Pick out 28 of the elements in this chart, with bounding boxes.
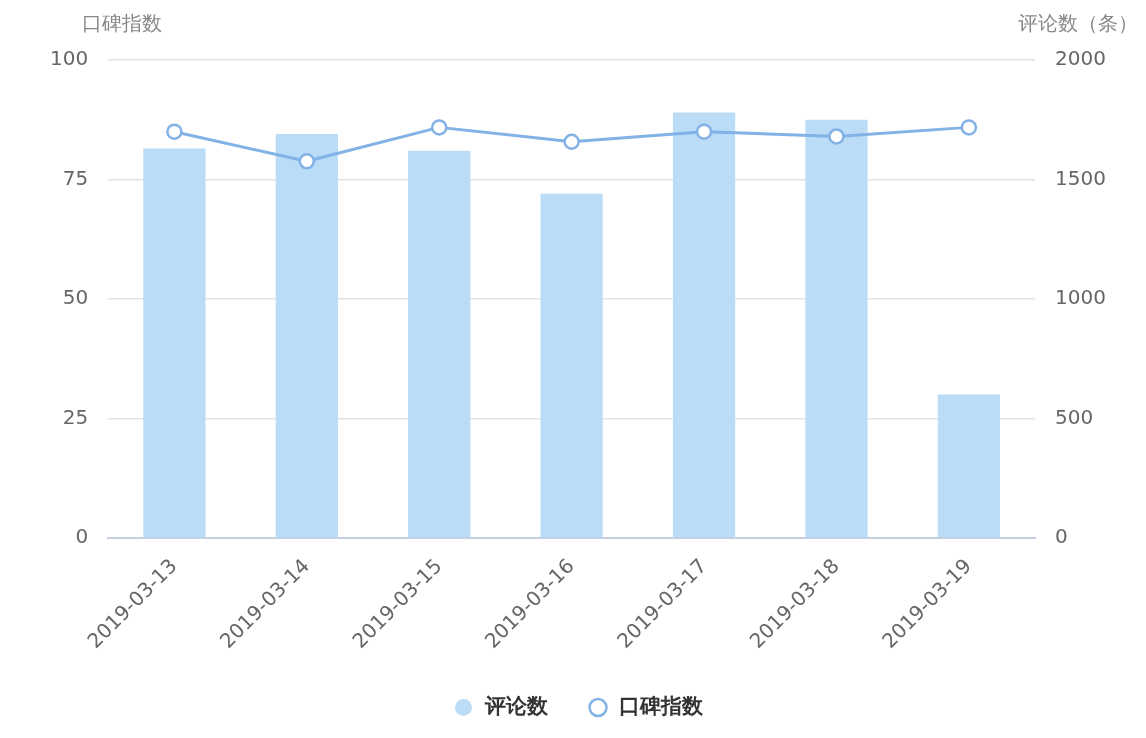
y2-tick-label: 2000 bbox=[1055, 46, 1107, 71]
bar bbox=[408, 150, 471, 538]
legend-label: 评论数 bbox=[483, 693, 549, 718]
point bbox=[828, 128, 845, 145]
bar bbox=[143, 148, 206, 538]
y2-tick-label: 500 bbox=[1055, 404, 1094, 429]
point bbox=[563, 133, 580, 150]
y2-axis-title: 评论数（条） bbox=[1018, 11, 1138, 36]
y2-tick-label: 0 bbox=[1055, 524, 1068, 549]
bar bbox=[540, 193, 603, 538]
y-tick-label: 50 bbox=[62, 285, 89, 310]
bar bbox=[937, 394, 1001, 538]
y-axis-title: 口碑指数 bbox=[82, 11, 162, 36]
y-tick-label: 75 bbox=[62, 165, 89, 190]
point bbox=[430, 119, 448, 136]
bar bbox=[672, 112, 736, 538]
point bbox=[298, 153, 316, 170]
y-tick-label: 0 bbox=[75, 524, 89, 549]
y2-tick-label: 1000 bbox=[1055, 285, 1107, 310]
point bbox=[960, 119, 978, 136]
y-tick-label: 25 bbox=[62, 404, 89, 429]
y2-tick-label: 1500 bbox=[1055, 165, 1107, 190]
bar bbox=[275, 134, 338, 538]
legend-label: 口碑指数 bbox=[619, 693, 704, 718]
bar bbox=[805, 119, 868, 538]
point bbox=[166, 123, 183, 140]
point bbox=[695, 123, 713, 140]
y-tick-label: 100 bbox=[49, 46, 89, 71]
